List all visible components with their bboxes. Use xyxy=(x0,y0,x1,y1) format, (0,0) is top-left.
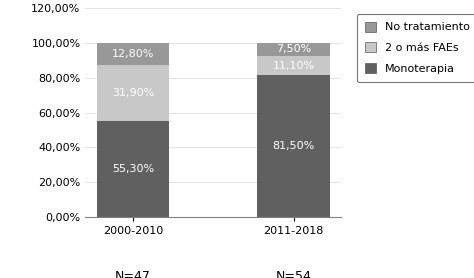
Bar xyxy=(257,56,329,75)
Bar xyxy=(257,75,329,217)
Text: 31,90%: 31,90% xyxy=(112,88,154,98)
Text: N=47: N=47 xyxy=(115,270,151,278)
Legend: No tratamiento, 2 o más FAEs, Monoterapia: No tratamiento, 2 o más FAEs, Monoterapi… xyxy=(357,14,474,82)
Text: 7,50%: 7,50% xyxy=(276,44,311,54)
Text: 81,50%: 81,50% xyxy=(273,141,315,151)
Bar xyxy=(97,65,169,121)
Text: 11,10%: 11,10% xyxy=(273,61,315,71)
Text: 12,80%: 12,80% xyxy=(112,49,154,59)
Bar xyxy=(97,43,169,65)
Text: N=54: N=54 xyxy=(275,270,311,278)
Bar xyxy=(257,43,329,56)
Bar xyxy=(97,121,169,217)
Text: 55,30%: 55,30% xyxy=(112,164,154,174)
